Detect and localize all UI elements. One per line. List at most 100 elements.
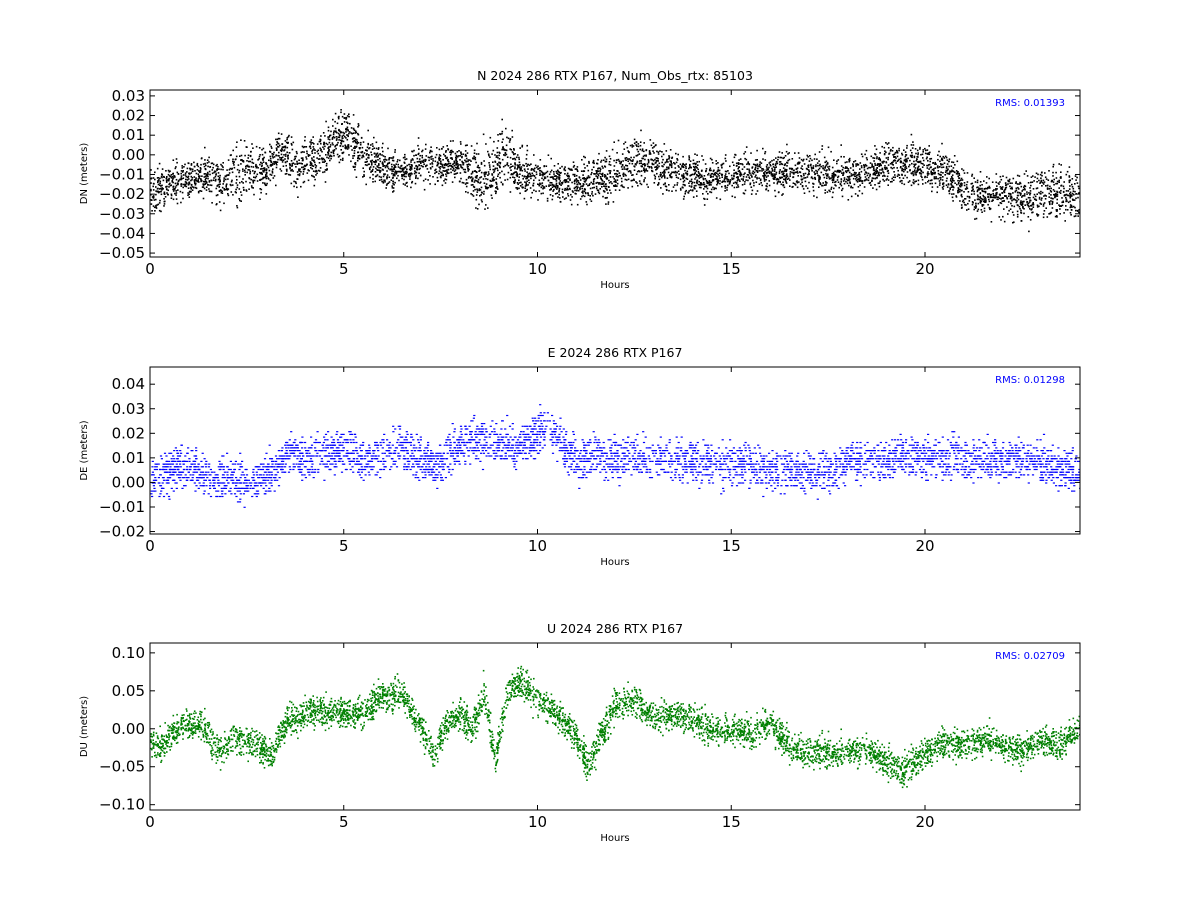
data-point [659, 150, 661, 152]
data-point [413, 161, 416, 164]
data-point [546, 170, 549, 173]
data-point [372, 145, 374, 147]
data-point [990, 193, 993, 196]
data-point [1078, 209, 1080, 211]
data-point [702, 177, 705, 180]
data-point [404, 158, 406, 161]
data-point [569, 179, 571, 181]
data-point [283, 149, 286, 151]
data-point [401, 174, 403, 176]
data-point [613, 169, 615, 172]
data-point [618, 174, 621, 177]
data-point [465, 185, 468, 188]
data-point [411, 173, 413, 175]
data-point [217, 165, 219, 168]
data-point [1068, 176, 1071, 178]
data-point [480, 176, 483, 178]
data-point [851, 186, 854, 189]
data-point [996, 188, 998, 190]
data-point [977, 186, 979, 188]
data-point [491, 185, 494, 187]
data-point [599, 167, 601, 169]
data-point [956, 160, 959, 163]
data-point [775, 157, 777, 159]
data-point [793, 169, 795, 172]
data-point [494, 160, 496, 163]
data-point [453, 160, 456, 163]
data-point [789, 185, 791, 187]
data-point [275, 149, 278, 151]
data-point [1026, 201, 1029, 203]
data-point [200, 180, 202, 183]
data-point [866, 167, 869, 170]
data-point [921, 176, 923, 179]
data-point [958, 180, 961, 182]
data-point [931, 173, 933, 176]
data-point [796, 163, 799, 165]
data-point [623, 148, 626, 150]
data-point [929, 166, 932, 169]
data-point [679, 178, 682, 181]
data-point [892, 146, 894, 149]
data-point [855, 163, 857, 165]
data-point [493, 179, 496, 181]
data-point [283, 154, 285, 156]
data-point [950, 180, 953, 183]
data-point [495, 192, 497, 195]
data-point [735, 182, 738, 185]
data-point [1028, 206, 1030, 208]
data-point [168, 183, 170, 186]
data-point [748, 176, 750, 178]
data-point [371, 143, 374, 145]
data-point [840, 144, 842, 146]
data-point [695, 162, 697, 165]
data-point [971, 201, 974, 203]
data-point [287, 157, 289, 159]
data-point [223, 189, 226, 191]
data-point [302, 168, 305, 171]
data-point [1049, 203, 1051, 206]
data-point [168, 179, 170, 182]
data-point [1050, 200, 1052, 202]
data-point [566, 181, 568, 183]
data-point [714, 174, 716, 176]
data-point [328, 138, 331, 141]
data-point [1052, 165, 1054, 168]
data-point [1056, 193, 1059, 196]
data-point [959, 185, 962, 188]
data-point [657, 182, 660, 184]
data-point [782, 170, 784, 173]
data-point [1039, 173, 1042, 176]
data-point [633, 179, 635, 181]
data-point [215, 173, 217, 175]
data-point [979, 181, 982, 183]
data-point [343, 121, 346, 123]
data-point [249, 170, 252, 173]
data-point [190, 164, 193, 166]
data-point [777, 178, 780, 180]
data-point [733, 156, 736, 159]
data-point [995, 181, 997, 184]
data-point [852, 165, 854, 168]
data-point [788, 152, 790, 154]
data-point [487, 153, 490, 155]
data-point [721, 163, 724, 165]
data-point [693, 162, 696, 165]
data-point [833, 173, 836, 176]
data-point [920, 153, 922, 156]
data-point [876, 164, 879, 166]
data-point [421, 150, 423, 153]
data-point [580, 170, 583, 172]
data-point [925, 157, 928, 160]
data-point [534, 167, 536, 170]
data-point [397, 170, 399, 173]
data-point [762, 158, 764, 160]
data-point [787, 153, 789, 155]
data-point [218, 183, 220, 186]
data-point [431, 150, 433, 153]
data-point [976, 189, 979, 191]
data-point [320, 135, 322, 137]
data-point [768, 184, 771, 187]
data-point [492, 168, 494, 171]
data-point [605, 158, 608, 161]
